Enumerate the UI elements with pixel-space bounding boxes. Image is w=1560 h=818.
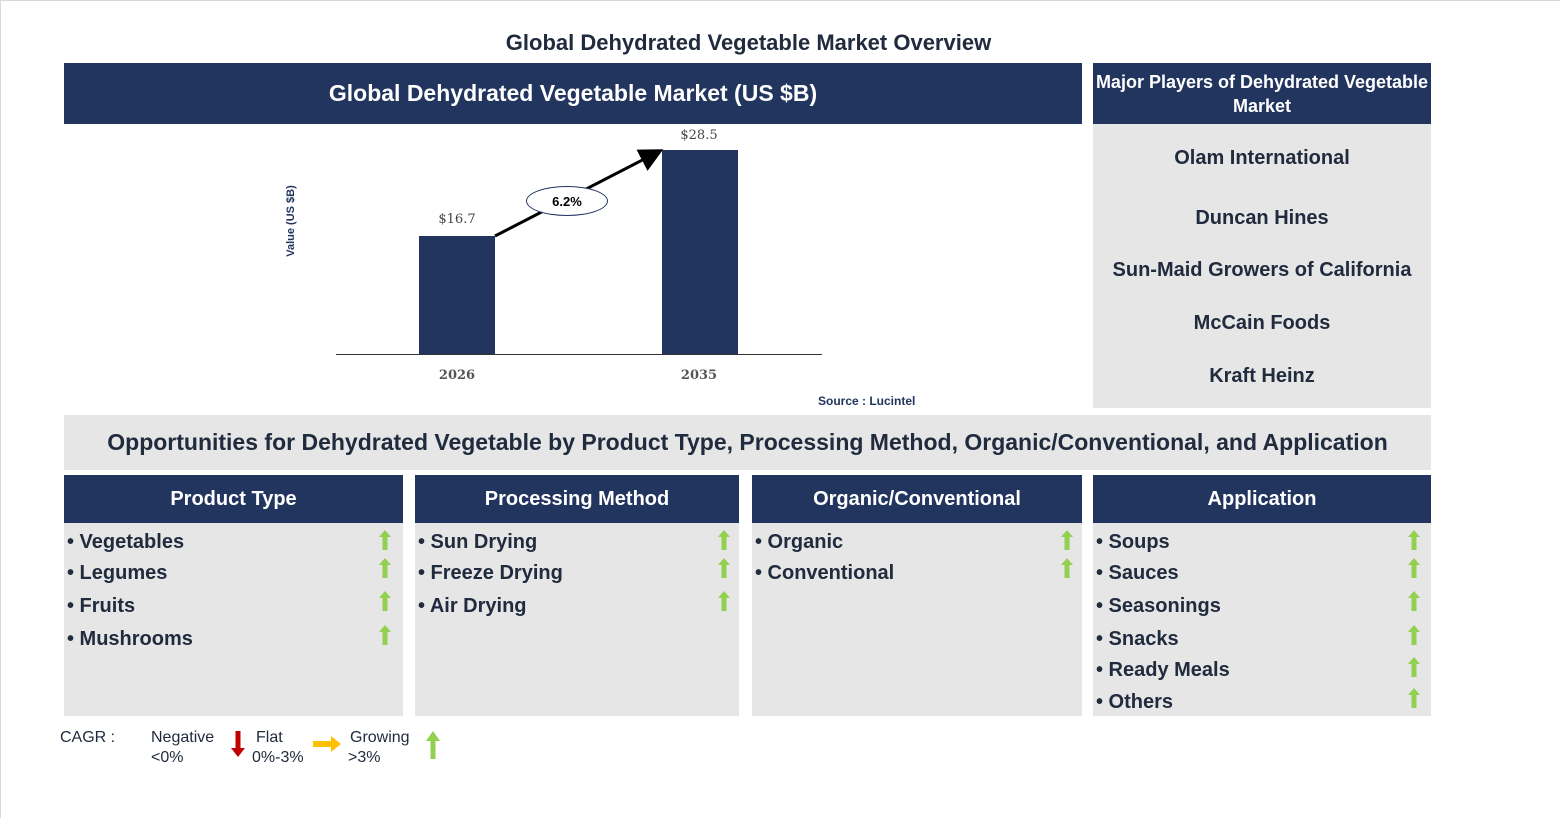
player-item: Sun-Maid Growers of California (1112, 259, 1412, 281)
legend-growing-name: Growing (350, 729, 410, 746)
cagr-badge: 6.2% (526, 186, 608, 216)
page-title: Global Dehydrated Vegetable Market Overv… (505, 30, 992, 55)
segment-item: • Air Drying (418, 595, 527, 617)
legend-negative-range: <0% (151, 749, 184, 766)
segment-header-processing-method: Processing Method (415, 475, 739, 523)
segment-item: • Fruits (67, 595, 136, 617)
arrow-up-green-icon (1408, 591, 1420, 611)
legend-flat-name: Flat (256, 729, 283, 746)
arrow-up-green-icon (379, 530, 391, 550)
segment-item: • Legumes (67, 562, 168, 584)
arrow-up-green-icon (379, 558, 391, 578)
x-tick-2026: 2026 (438, 368, 476, 383)
segment-list-product-type: • Vegetables • Legumes • Fruits • Mushro… (64, 523, 403, 716)
segment-header-organic-conventional: Organic/Conventional (752, 475, 1082, 523)
bar-2035 (662, 150, 738, 354)
arrow-down-red-icon (231, 731, 245, 757)
market-bar-chart: Value (US $B) $16.7 $28.5 2026 2035 6.2%… (64, 124, 1082, 414)
segment-item: • Soups (1096, 531, 1170, 553)
segment-list-application: • Soups • Sauces • Seasonings • Snacks •… (1093, 523, 1431, 716)
player-item: Kraft Heinz (1209, 365, 1315, 387)
arrow-up-green-icon (1061, 530, 1073, 550)
source-note: Source : Lucintel (818, 394, 916, 408)
segment-item: • Snacks (1096, 628, 1179, 650)
segment-item: • Sauces (1096, 562, 1179, 584)
cagr-trend-arrow-icon (494, 149, 664, 238)
legend-label: CAGR : (60, 729, 116, 746)
arrow-up-green-icon (379, 625, 391, 645)
opportunities-title: Opportunities for Dehydrated Vegetable b… (64, 415, 1431, 470)
arrow-up-green-icon (379, 591, 391, 611)
x-tick-2035: 2035 (680, 368, 718, 383)
segment-list-processing-method: • Sun Drying • Freeze Drying • Air Dryin… (415, 523, 739, 716)
arrow-up-green-icon (718, 558, 730, 578)
segment-item: • Vegetables (67, 531, 185, 553)
arrow-up-green-icon (718, 530, 730, 550)
segment-item: • Seasonings (1096, 595, 1221, 617)
arrow-up-green-icon (1408, 530, 1420, 550)
chart-header: Global Dehydrated Vegetable Market (US $… (64, 63, 1082, 124)
segment-item: • Others (1096, 691, 1174, 713)
players-list: Olam International Duncan Hines Sun-Maid… (1093, 124, 1431, 408)
bar-2026 (419, 236, 495, 354)
x-axis-line (336, 354, 822, 355)
segment-header-product-type: Product Type (64, 475, 403, 523)
arrow-up-green-icon (718, 591, 730, 611)
arrow-up-green-icon (1408, 558, 1420, 578)
segment-item: • Sun Drying (418, 531, 538, 553)
legend-flat-range: 0%-3% (252, 749, 304, 766)
arrow-up-green-icon (1408, 657, 1420, 677)
arrow-up-green-icon (1408, 688, 1420, 708)
legend-growing-range: >3% (348, 749, 381, 766)
arrow-up-green-icon (1061, 558, 1073, 578)
legend-negative-name: Negative (151, 729, 215, 746)
segment-item: • Mushrooms (67, 628, 193, 650)
arrow-up-green-icon (426, 731, 440, 759)
arrow-up-green-icon (1408, 625, 1420, 645)
player-item: Duncan Hines (1195, 207, 1329, 229)
segment-item: • Freeze Drying (418, 562, 563, 584)
player-item: Olam International (1174, 147, 1350, 169)
segment-item: • Conventional (755, 562, 895, 584)
segment-list-organic-conventional: • Organic • Conventional (752, 523, 1082, 716)
bar-value-2035: $28.5 (680, 128, 718, 143)
arrow-right-yellow-icon (313, 736, 341, 752)
player-item: McCain Foods (1193, 312, 1331, 334)
segment-item: • Organic (755, 531, 844, 553)
bar-value-2026: $16.7 (438, 212, 476, 227)
segment-item: • Ready Meals (1096, 659, 1230, 681)
segment-header-application: Application (1093, 475, 1431, 523)
players-header: Major Players of Dehydrated Vegetable Ma… (1093, 63, 1431, 124)
